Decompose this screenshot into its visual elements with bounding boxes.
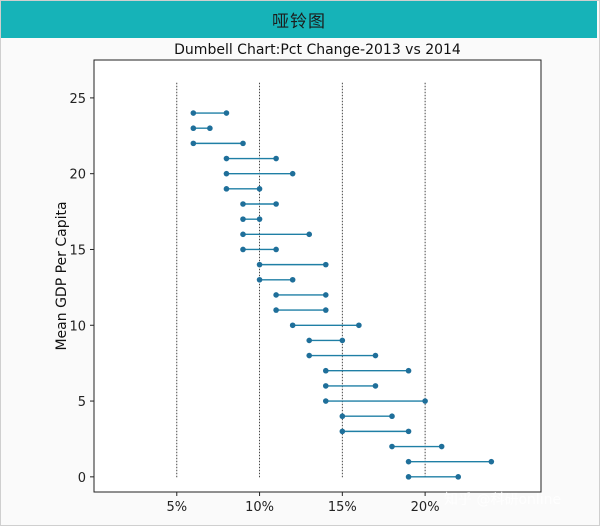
- y-axis-label: Mean GDP Per Capita: [54, 201, 70, 350]
- y-axis: 0 5 10 15 20 25: [69, 92, 94, 486]
- axes-frame: [93, 59, 542, 493]
- dot-2013-17: [240, 216, 246, 222]
- dot-2013-14: [256, 261, 263, 268]
- dot-2013-3: [339, 428, 346, 435]
- y-tick-label-4: 20: [69, 168, 86, 183]
- y-tick-label-2: 10: [69, 319, 86, 334]
- dumbbells: [190, 110, 495, 480]
- dot-2013-16: [240, 231, 246, 238]
- dot-2014-4: [389, 413, 395, 420]
- dot-2013-18: [240, 201, 246, 207]
- dot-2014-13: [289, 276, 296, 283]
- x-tick-label-0: 5%: [166, 500, 187, 515]
- dot-2014-17: [256, 216, 263, 222]
- dot-2014-3: [405, 428, 412, 435]
- dot-2014-16: [306, 231, 313, 238]
- dot-2013-0: [405, 474, 412, 480]
- watermark-text: 知乎 @科研online: [444, 491, 561, 508]
- dot-2013-12: [273, 292, 279, 298]
- x-tick-label-1: 10%: [245, 500, 274, 515]
- dot-2013-5: [322, 398, 329, 404]
- dot-2013-22: [190, 140, 197, 147]
- dot-2013-19: [223, 186, 230, 192]
- dot-2014-22: [240, 140, 246, 147]
- dot-2013-15: [240, 246, 246, 253]
- dot-2014-8: [372, 352, 379, 359]
- header-banner: 哑铃图: [1, 1, 597, 38]
- dot-2013-23: [190, 125, 197, 132]
- dot-2014-18: [273, 201, 279, 207]
- dot-2014-5: [422, 398, 428, 404]
- x-axis: 5% 10% 15% 20%: [166, 492, 440, 515]
- dot-2014-10: [356, 322, 362, 329]
- dot-2014-21: [273, 155, 279, 162]
- dot-2014-6: [372, 383, 379, 389]
- x-tick-label-2: 15%: [328, 500, 357, 515]
- dot-2014-7: [405, 367, 412, 374]
- dot-2014-12: [322, 292, 329, 298]
- dot-2014-24: [223, 110, 230, 116]
- dot-2014-20: [289, 170, 296, 177]
- dot-2014-23: [207, 125, 213, 132]
- dot-2013-7: [322, 367, 329, 374]
- dot-2013-2: [389, 443, 395, 450]
- dot-2013-8: [306, 352, 313, 359]
- dot-2013-1: [405, 458, 412, 465]
- dot-2014-0: [455, 474, 462, 480]
- dot-2013-13: [256, 276, 263, 283]
- y-tick-label-1: 5: [78, 395, 86, 410]
- dot-2014-14: [322, 261, 329, 268]
- plot-area: [94, 60, 541, 492]
- dot-2013-10: [289, 322, 296, 329]
- dot-2013-24: [190, 110, 197, 116]
- y-tick-label-0: 0: [78, 471, 86, 486]
- dot-2013-20: [223, 170, 230, 177]
- dot-2013-21: [223, 155, 230, 162]
- y-tick-label-3: 15: [69, 243, 86, 258]
- chart-title: Dumbell Chart:Pct Change-2013 vs 2014: [174, 42, 461, 58]
- dot-2013-4: [339, 413, 346, 420]
- dot-2013-6: [322, 383, 329, 389]
- dot-2014-2: [438, 443, 445, 450]
- x-tick-label-3: 20%: [411, 500, 440, 515]
- dot-2014-19: [256, 186, 263, 192]
- dot-2014-11: [322, 307, 329, 313]
- dot-2014-15: [273, 246, 279, 253]
- dot-2014-9: [339, 337, 346, 344]
- y-tick-label-5: 25: [69, 92, 86, 107]
- dot-2014-1: [488, 458, 495, 465]
- banner-title: 哑铃图: [272, 12, 326, 32]
- dot-2013-9: [306, 337, 313, 344]
- dot-2013-11: [273, 307, 279, 313]
